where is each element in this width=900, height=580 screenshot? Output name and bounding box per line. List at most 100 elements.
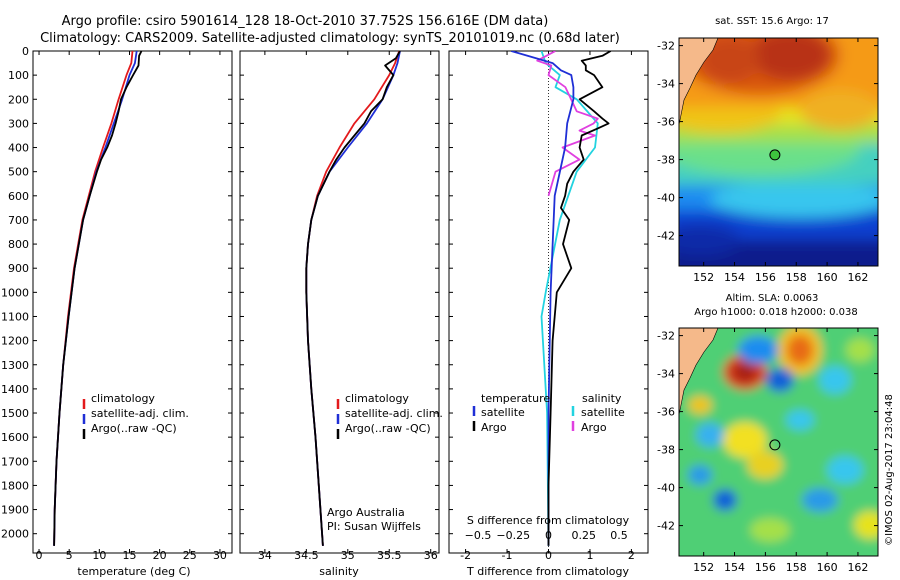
- s-difference-tick-labels: −0.5 −0.25 0 0.25 0.5: [465, 529, 628, 542]
- temperature-lines: [53, 51, 143, 546]
- figure-title-line1: Argo profile: csiro 5901614_128 18-Oct-2…: [62, 14, 549, 29]
- lon-tick-label: 156: [755, 561, 776, 574]
- sst-lat-axis: -32 -34 -36 -38 -40 -42: [657, 40, 878, 243]
- difference-legend: temperature satellite Argo salinity sate…: [472, 392, 625, 434]
- salinity-panel: 34 34.5 35 35.5 36 salinity climatology sate…: [239, 50, 443, 578]
- temperature-tick-label: 0: [36, 549, 43, 562]
- salinity-xlabel: salinity: [319, 565, 359, 578]
- legend-label-s-argo: Argo: [581, 421, 607, 434]
- series-line-argo: [305, 51, 401, 546]
- temperature-panel: 0100200300400500600700800900100011001200…: [1, 45, 233, 578]
- legend-label-satellite: satellite-adj. clim.: [345, 407, 443, 420]
- coastline-australia: [679, 328, 719, 416]
- lon-tick-label: 154: [724, 271, 745, 284]
- temperature-legend: climatology satellite-adj. clim. Argo(..…: [82, 392, 189, 439]
- difference-lines: [510, 51, 612, 546]
- legend-title-salinity: salinity: [582, 392, 622, 405]
- s-difference-xlabel: S difference from climatology: [467, 514, 630, 527]
- depth-tick-label: 800: [8, 238, 29, 251]
- lon-tick-label: 152: [693, 561, 714, 574]
- lat-tick-label: -42: [657, 520, 675, 533]
- t-difference-tick-label: -2: [460, 549, 471, 562]
- temperature-x-axis: 0 5 10 15 20 25 30: [36, 51, 227, 562]
- legend-label-satellite: satellite-adj. clim.: [91, 407, 189, 420]
- depth-tick-label: 1200: [1, 335, 29, 348]
- argo-location-marker: [769, 149, 781, 161]
- depth-tick-label: 200: [8, 93, 29, 106]
- lon-tick-label: 162: [847, 561, 868, 574]
- sla-map-frame: [678, 327, 879, 557]
- lon-tick-label: 162: [847, 271, 868, 284]
- series-line-argo: [53, 51, 143, 546]
- sst-map-title: sat. SST: 15.6 Argo: 17: [715, 16, 829, 27]
- lat-tick-label: -40: [657, 192, 675, 205]
- figure-title-line2: Climatology: CARS2009. Satellite-adjuste…: [40, 31, 620, 46]
- legend-label-s-satellite: satellite: [581, 406, 625, 419]
- lon-tick-label: 160: [817, 271, 838, 284]
- depth-tick-label: 1900: [1, 504, 29, 517]
- depth-tick-label: 400: [8, 142, 29, 155]
- salinity-tick-label: 36: [424, 549, 438, 562]
- depth-tick-label: 1000: [1, 286, 29, 299]
- lat-tick-label: -32: [657, 330, 675, 343]
- depth-tick-label: 700: [8, 214, 29, 227]
- depth-tick-label: 1500: [1, 407, 29, 420]
- lon-tick-label: 160: [817, 561, 838, 574]
- sla-map-title-line2: Argo h1000: 0.018 h2000: 0.038: [694, 307, 858, 318]
- sla-lat-axis: -32 -34 -36 -38 -40 -42: [657, 330, 878, 533]
- lat-tick-label: -34: [657, 368, 675, 381]
- t-difference-tick-label: 1: [586, 549, 593, 562]
- lon-tick-label: 158: [786, 271, 807, 284]
- legend-label-climatology: climatology: [345, 392, 409, 405]
- depth-tick-label: 500: [8, 166, 29, 179]
- temperature-tick-label: 25: [183, 549, 197, 562]
- lat-tick-label: -40: [657, 482, 675, 495]
- legend-label-climatology: climatology: [91, 392, 155, 405]
- temperature-tick-label: 15: [122, 549, 136, 562]
- legend-title-temperature: temperature: [481, 392, 550, 405]
- depth-tick-label: 100: [8, 69, 29, 82]
- temperature-tick-label: 20: [153, 549, 167, 562]
- lat-tick-label: -34: [657, 78, 675, 91]
- temperature-tick-label: 30: [213, 549, 227, 562]
- salinity-tick-label: 34.5: [294, 549, 319, 562]
- salinity-tick-label: 35: [341, 549, 355, 562]
- sla-heatmap: [679, 328, 878, 556]
- lat-tick-label: -38: [657, 154, 675, 167]
- sla-map-panel: Altim. SLA: 0.0063 Argo h1000: 0.018 h20…: [657, 293, 879, 574]
- lat-tick-label: -36: [657, 406, 675, 419]
- legend-label-argo: Argo(..raw -QC): [91, 422, 177, 435]
- s-difference-tick-label: −0.5: [465, 529, 492, 542]
- lat-tick-label: -32: [657, 40, 675, 53]
- s-difference-tick-label: −0.25: [496, 529, 530, 542]
- copyright-watermark: ©IMOS 02-Aug-2017 23:04:48: [884, 394, 895, 546]
- difference-panel: -2 -1 0 1 2 −0.5 −0.25 0 0.25 0.5 S difference f…: [448, 50, 649, 578]
- difference-depth-ticks: [449, 50, 648, 535]
- t-difference-x-axis: -2 -1 0 1 2: [460, 51, 635, 562]
- salinity-axes-frame: [239, 50, 440, 554]
- series-line-t-argo: [547, 51, 612, 546]
- sst-map-frame: [678, 37, 879, 267]
- sla-map-title-line1: Altim. SLA: 0.0063: [726, 293, 819, 304]
- depth-tick-label: 2000: [1, 528, 29, 541]
- salinity-x-axis: 34 34.5 35 35.5 36: [258, 51, 438, 562]
- depth-tick-label: 1600: [1, 431, 29, 444]
- temperature-tick-label: 10: [92, 549, 106, 562]
- depth-axis: 0 100 200 300 400 500 600 700 800 900 1000 1100 1200…: [1, 45, 232, 541]
- coastline-australia: [679, 38, 719, 126]
- pi-annotation: PI: Susan Wijffels: [327, 520, 421, 533]
- lon-tick-label: 154: [724, 561, 745, 574]
- depth-tick-label: 300: [8, 117, 29, 130]
- sst-map-panel: sat. SST: 15.6 Argo: 17: [657, 16, 879, 284]
- temperature-tick-label: 5: [66, 549, 73, 562]
- argo-location-marker: [769, 439, 781, 451]
- salinity-depth-ticks: [240, 50, 439, 535]
- sst-lon-axis: 152 154 156 158 160 162: [693, 38, 868, 284]
- salinity-legend: climatology satellite-adj. clim. Argo(..…: [336, 392, 443, 439]
- series-line-t-satellite: [510, 51, 575, 546]
- legend-label-t-satellite: satellite: [481, 406, 525, 419]
- series-line-s-satellite: [540, 51, 599, 546]
- depth-tick-label: 900: [8, 262, 29, 275]
- lat-tick-label: -36: [657, 116, 675, 129]
